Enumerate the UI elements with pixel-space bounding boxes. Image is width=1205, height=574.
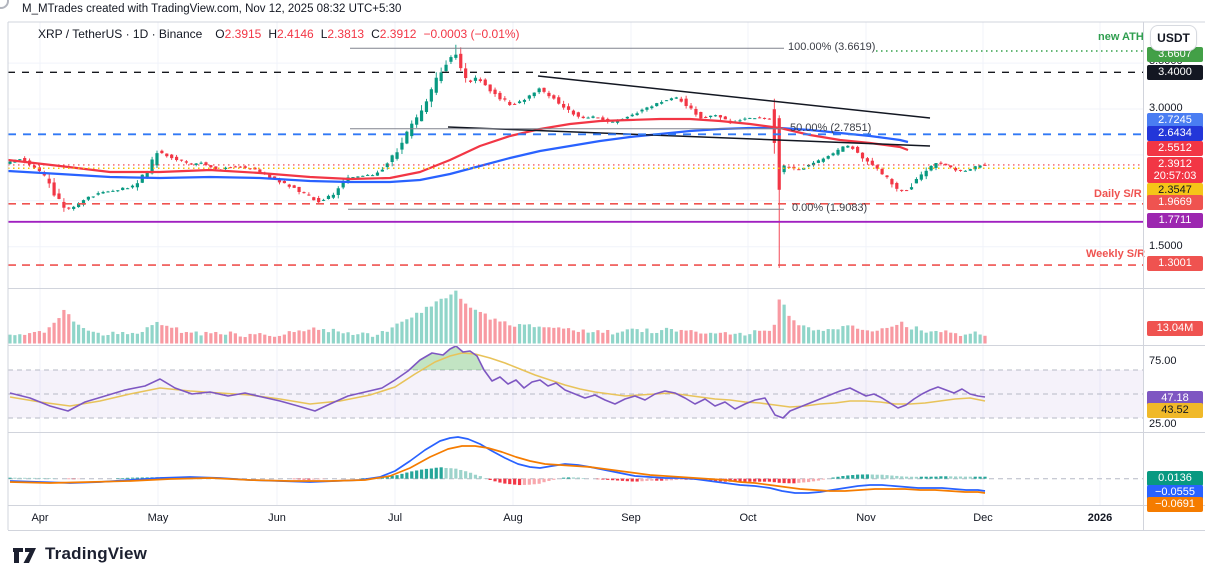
price-badge-3.4000: 3.4000 bbox=[1147, 64, 1203, 80]
ohlc-value-O: 2.3915 bbox=[224, 27, 262, 41]
price-badge-2.3547: 2.3547 bbox=[1147, 182, 1203, 198]
price-badge-−0.0555: −0.0555 bbox=[1147, 484, 1203, 500]
chart-credit: M_MTrades created with TradingView.com, … bbox=[22, 3, 402, 15]
ohlc-key-L: L bbox=[320, 27, 328, 41]
new-ath-label: new ATH bbox=[1098, 31, 1144, 43]
time-label-Jun: Jun bbox=[268, 512, 286, 524]
candles bbox=[8, 44, 987, 268]
time-label-Jul: Jul bbox=[387, 512, 403, 524]
price-badge-13.04M: 13.04M bbox=[1147, 320, 1203, 336]
price-badge-−0.0691: −0.0691 bbox=[1147, 496, 1203, 512]
pane-separators bbox=[7, 21, 1205, 531]
axis-tick-3.0000: 3.0000 bbox=[1149, 102, 1183, 114]
time-label-2026: 2026 bbox=[1087, 512, 1113, 524]
snapshot-circle-fragment bbox=[0, 0, 9, 9]
price-scale[interactable]: 3.50003.00001.500075.0025.003.66073.4000… bbox=[1143, 22, 1205, 530]
axis-tick-1.5000: 1.5000 bbox=[1149, 240, 1183, 252]
ohlc-key-O: O bbox=[215, 27, 225, 41]
price-badge-2.7245: 2.7245 bbox=[1147, 112, 1203, 128]
ohlc-value-H: 2.4146 bbox=[277, 27, 314, 41]
current-price-value: 2.3912 bbox=[1158, 158, 1192, 170]
macd-lines bbox=[9, 436, 986, 494]
symbol-title[interactable]: XRP / TetherUS · 1D · Binance bbox=[38, 27, 203, 41]
price-badge-47.18: 47.18 bbox=[1147, 390, 1203, 406]
bar-countdown: 20:57:03 bbox=[1153, 170, 1197, 182]
time-label-Sep: Sep bbox=[621, 512, 641, 524]
time-label-Nov: Nov bbox=[856, 512, 876, 524]
price-badge-2.6434: 2.6434 bbox=[1147, 125, 1203, 141]
fib-label: 50.00% (2.7851) bbox=[790, 121, 872, 134]
change-label: −0.0003 (−0.01%) bbox=[423, 27, 520, 41]
time-label-Dec: Dec bbox=[973, 512, 993, 524]
fib-label: 0.00% (1.9083) bbox=[792, 202, 868, 215]
currency-toggle-button[interactable]: USDT bbox=[1150, 25, 1197, 51]
trendlines bbox=[447, 75, 931, 147]
price-badge-0.0136: 0.0136 bbox=[1147, 470, 1203, 486]
weekly-sr-label: Weekly S/R bbox=[1086, 248, 1146, 260]
price-badge-2.5512: 2.5512 bbox=[1147, 140, 1203, 156]
volume-bars bbox=[8, 290, 987, 344]
price-badge-1.9669: 1.9669 bbox=[1147, 194, 1203, 210]
current-price-badge: 2.3912 20:57:03 bbox=[1147, 157, 1203, 183]
time-label-May: May bbox=[147, 512, 169, 524]
ohlc-value-C: 2.3912 bbox=[379, 27, 417, 41]
tradingview-wordmark: TradingView bbox=[45, 544, 148, 563]
axis-tick-25.00: 25.00 bbox=[1149, 418, 1177, 430]
level-lines bbox=[8, 47, 1143, 266]
rsi-lines bbox=[9, 345, 986, 419]
time-scale[interactable]: Apr May Jun Jul Aug Sep Oct Nov Dec 2026 bbox=[8, 506, 1205, 530]
fib-label: 100.00% (3.6619) bbox=[788, 41, 876, 54]
ohlc-value-L: 2.3813 bbox=[327, 27, 365, 41]
rsi-band bbox=[8, 369, 1143, 480]
time-label-Aug: Aug bbox=[503, 512, 523, 524]
price-badge-1.7711: 1.7711 bbox=[1147, 212, 1203, 228]
price-badge-43.52: 43.52 bbox=[1147, 402, 1203, 418]
daily-sr-label: Daily S/R bbox=[1094, 188, 1142, 200]
price-badge-1.3001: 1.3001 bbox=[1147, 255, 1203, 271]
tradingview-logo-icon bbox=[13, 548, 36, 563]
macd-histogram bbox=[8, 467, 987, 486]
time-label-Oct: Oct bbox=[739, 512, 757, 524]
footer-brand: TradingView bbox=[12, 542, 147, 566]
ohlc-key-C: C bbox=[371, 27, 380, 41]
gridlines bbox=[8, 22, 1143, 505]
ohlc-key-H: H bbox=[268, 27, 278, 41]
time-label-Apr: Apr bbox=[31, 512, 49, 524]
axis-tick-75.00: 75.00 bbox=[1149, 355, 1177, 367]
symbol-info-bar[interactable]: XRP / TetherUS · 1D · Binance O2.3915 H2.4… bbox=[38, 27, 520, 41]
ohlc-values: O2.3915 H2.4146 L2.3813 C2.3912 bbox=[208, 27, 416, 41]
